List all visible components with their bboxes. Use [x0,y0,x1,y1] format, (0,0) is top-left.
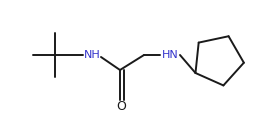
Text: HN: HN [162,50,178,60]
Text: NH: NH [84,50,100,60]
Text: O: O [117,101,127,114]
